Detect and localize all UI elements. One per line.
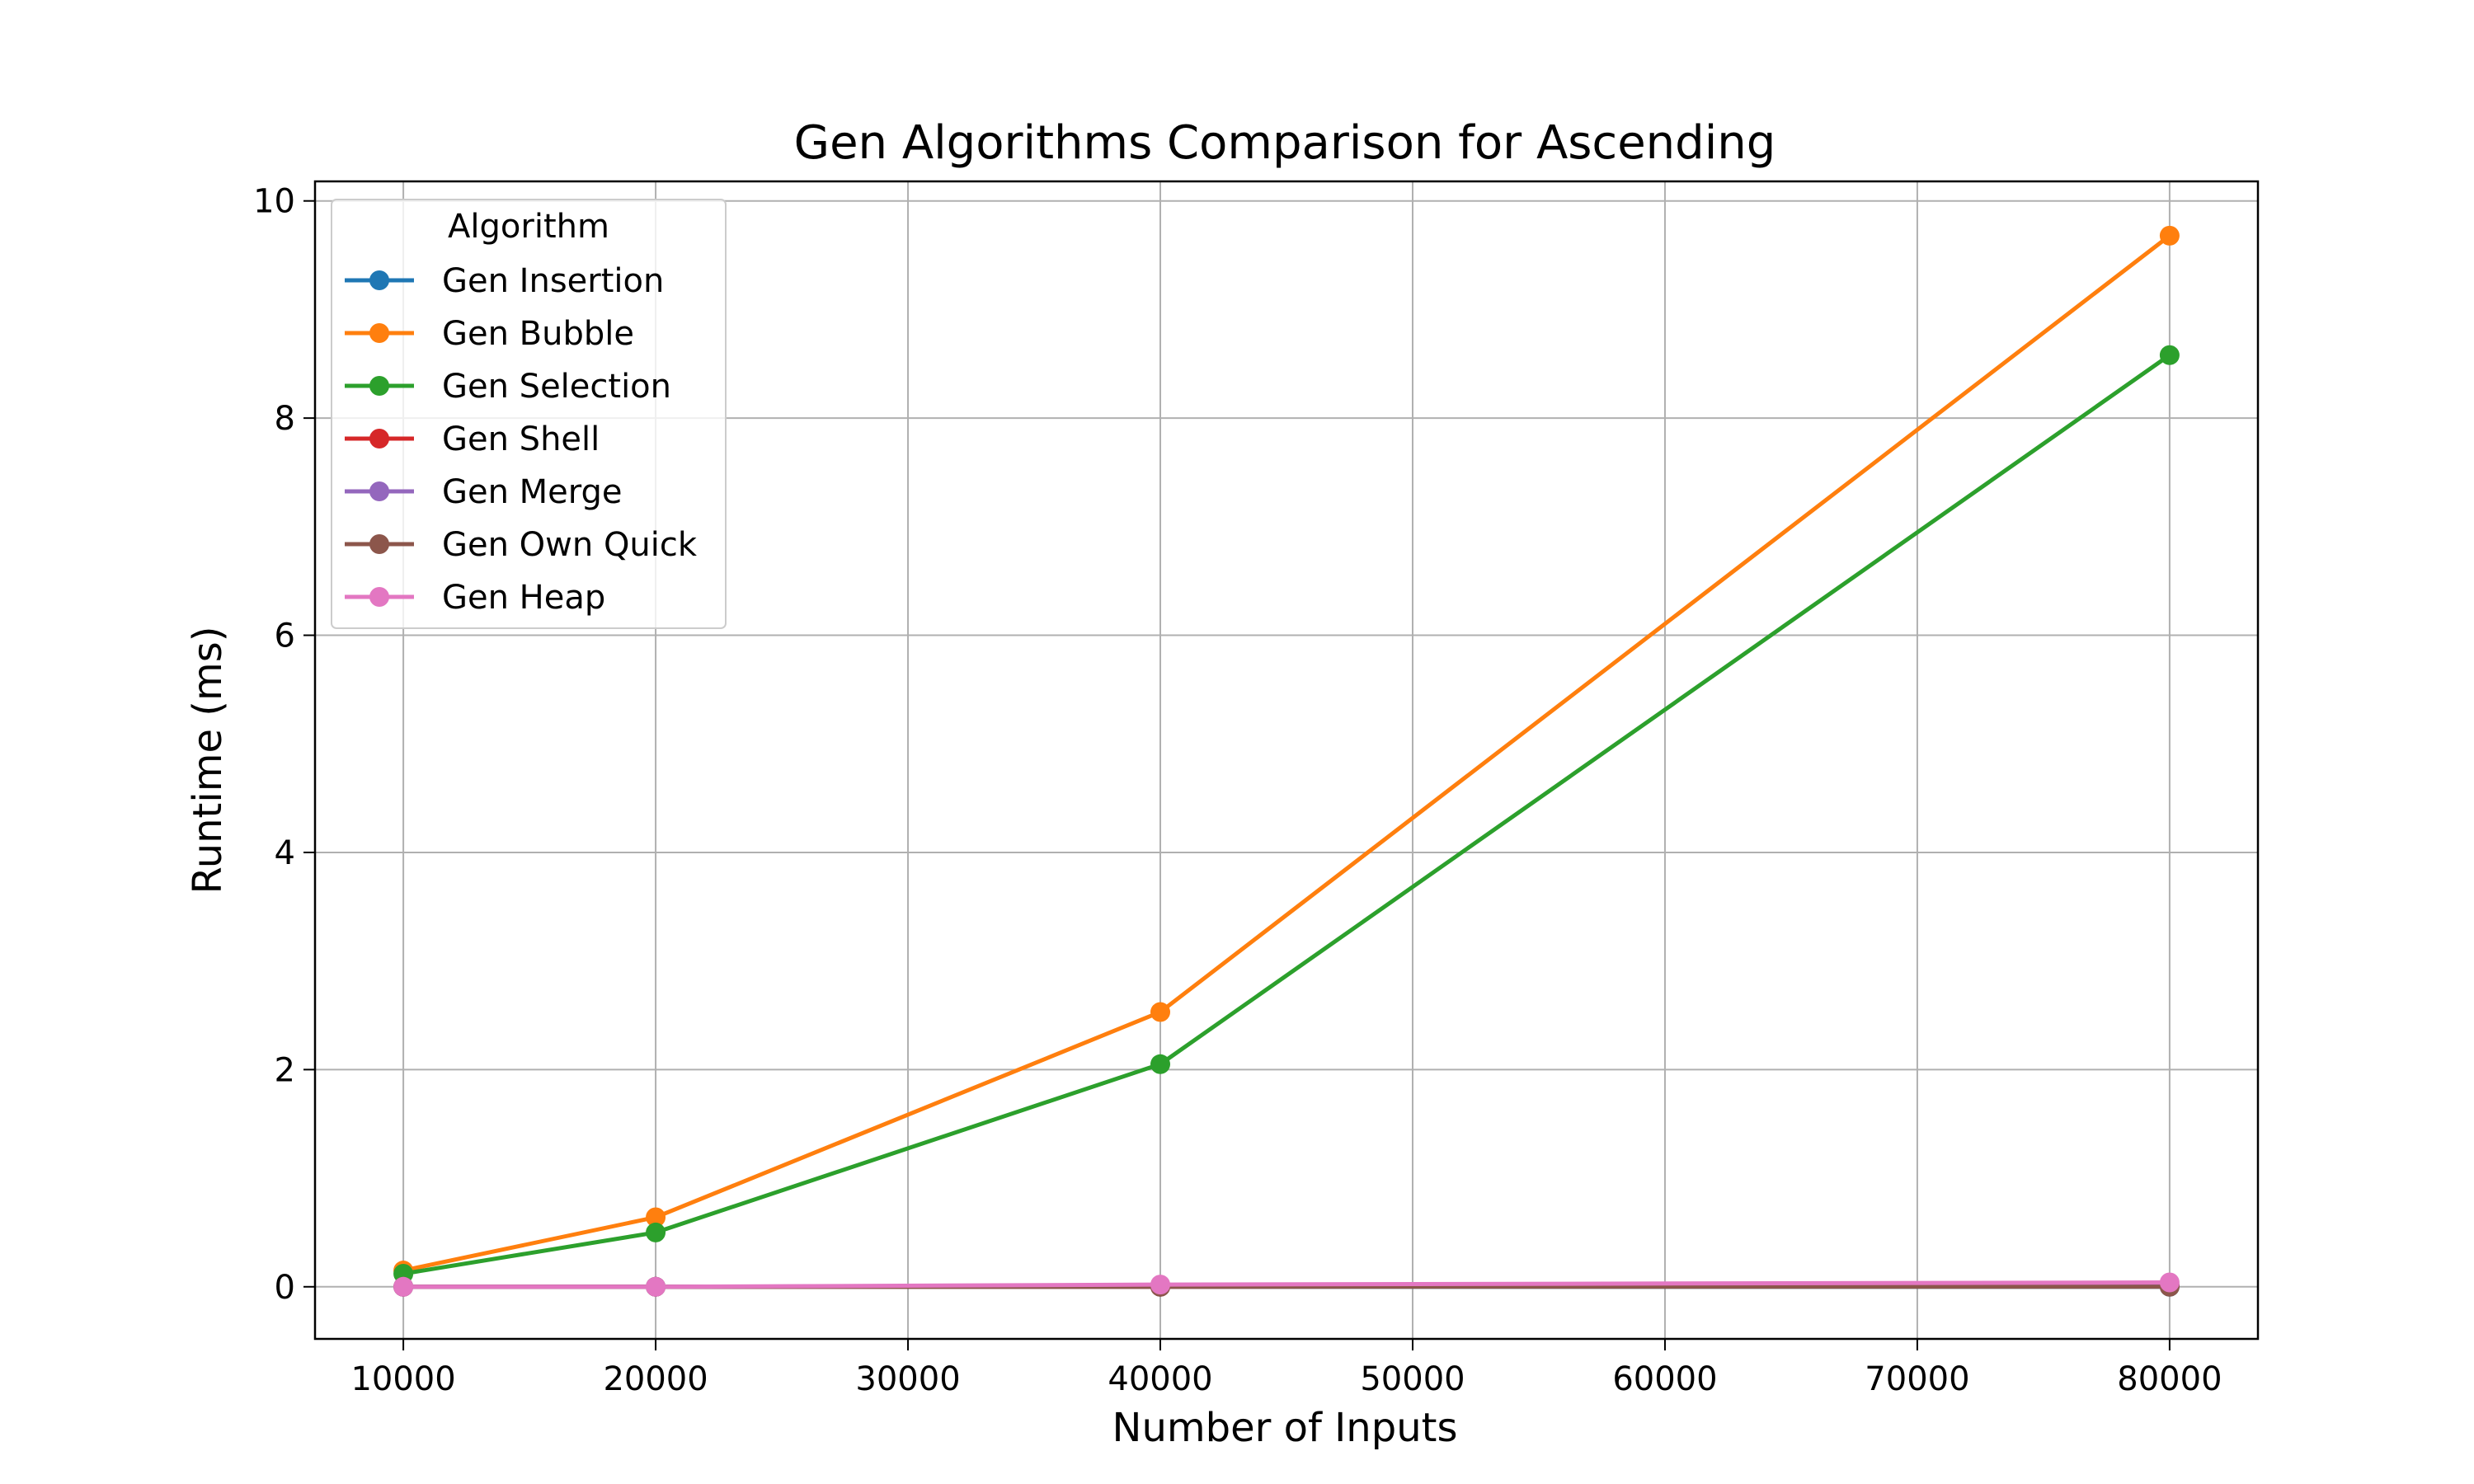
- x-tick-label: 10000: [350, 1360, 455, 1398]
- legend-entry: Gen Bubble: [345, 315, 634, 353]
- axis-ticks: 10000 20000 30000 40000 50000 60000 70000 80000…: [253, 183, 2222, 1398]
- legend-marker: [369, 323, 389, 343]
- x-tick-label: 30000: [855, 1360, 960, 1398]
- legend-label: Gen Bubble: [442, 315, 634, 353]
- legend: Algorithm Gen Insertion Gen Bubble Gen Sel…: [331, 199, 727, 629]
- series-gen-heap: [393, 1272, 2180, 1297]
- legend-marker: [369, 270, 389, 290]
- legend-label: Gen Shell: [442, 420, 600, 458]
- y-tick-label: 8: [275, 400, 295, 438]
- x-axis-label: Number of Inputs: [1112, 1405, 1458, 1451]
- legend-label: Gen Own Quick: [442, 526, 698, 564]
- legend-marker: [369, 587, 389, 607]
- y-tick-label: 2: [275, 1051, 295, 1089]
- data-point: [646, 1276, 666, 1297]
- data-point: [2159, 345, 2180, 365]
- data-point: [646, 1207, 666, 1228]
- chart-title: Gen Algorithms Comparison for Ascending: [794, 116, 1776, 170]
- series-layer: [393, 225, 2180, 1297]
- data-point: [646, 1222, 666, 1242]
- legend-label: Gen Merge: [442, 473, 623, 511]
- legend-marker: [369, 429, 389, 448]
- y-tick-label: 6: [275, 618, 295, 655]
- legend-label: Gen Insertion: [442, 262, 664, 300]
- series-line: [403, 1280, 2170, 1289]
- plot-frame: [313, 180, 2260, 1341]
- series-line: [402, 353, 2171, 1276]
- legend-title: Algorithm: [448, 208, 609, 246]
- legend-marker: [369, 481, 389, 501]
- x-tick-label: 80000: [2117, 1360, 2222, 1398]
- x-tick-label: 20000: [603, 1360, 708, 1398]
- x-tick-label: 60000: [1612, 1360, 1717, 1398]
- legend-entry: Gen Own Quick: [345, 526, 698, 564]
- legend-entry: Gen Shell: [345, 420, 600, 458]
- y-tick-label: 0: [275, 1269, 295, 1307]
- data-point: [393, 1276, 414, 1297]
- legend-box: [331, 199, 727, 629]
- data-point: [1150, 1275, 1171, 1295]
- legend-entry: Gen Heap: [345, 579, 605, 617]
- x-tick-label: 70000: [1865, 1360, 1969, 1398]
- legend-items: Gen Insertion Gen Bubble Gen Selection Gen …: [345, 262, 698, 617]
- x-tick-label: 40000: [1108, 1360, 1212, 1398]
- data-point: [1150, 1054, 1171, 1074]
- data-point: [2159, 225, 2180, 246]
- data-point: [2159, 1272, 2180, 1293]
- y-tick-label: 4: [275, 834, 295, 872]
- data-point: [1150, 1002, 1171, 1022]
- legend-entry: Gen Merge: [345, 473, 623, 511]
- legend-entry: Gen Insertion: [345, 262, 664, 300]
- legend-label: Gen Heap: [442, 579, 605, 617]
- legend-entry: Gen Selection: [345, 368, 671, 406]
- legend-marker: [369, 534, 389, 554]
- legend-marker: [369, 376, 389, 396]
- y-axis-label: Runtime (ms): [185, 627, 231, 895]
- legend-label: Gen Selection: [442, 368, 671, 406]
- x-tick-label: 50000: [1360, 1360, 1465, 1398]
- series-line: [402, 233, 2171, 1273]
- y-tick-label: 10: [253, 183, 295, 221]
